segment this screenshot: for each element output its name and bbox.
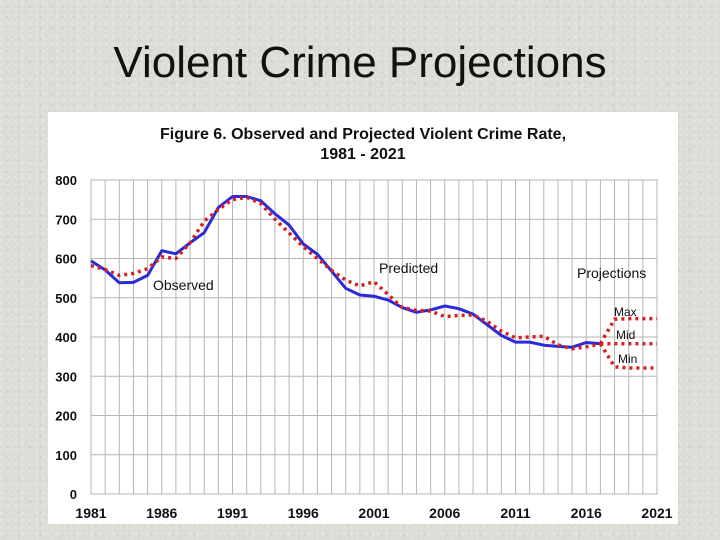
y-tick-label: 200	[55, 409, 77, 424]
series-line-max	[598, 316, 657, 345]
y-tick-label: 700	[55, 212, 77, 227]
y-tick-label: 800	[55, 173, 77, 188]
chart-panel: Figure 6. Observed and Projected Violent…	[48, 112, 678, 524]
series-line-predicted	[90, 195, 601, 351]
y-tick-label: 500	[55, 291, 77, 306]
annotation-mid: Mid	[616, 328, 635, 342]
annotation-projections: Projections	[577, 265, 646, 281]
slide-title: Violent Crime Projections	[113, 38, 607, 87]
crime-rate-chart: Figure 6. Observed and Projected Violent…	[55, 126, 672, 521]
grid	[90, 179, 658, 495]
x-tick-label: 1991	[217, 505, 248, 521]
x-tick-label: 2016	[571, 505, 602, 521]
series-line-observed	[90, 195, 601, 349]
chart-subtitle: 1981 - 2021	[320, 146, 406, 163]
y-tick-label: 0	[70, 487, 77, 502]
annotation-max: Max	[614, 305, 637, 319]
series	[90, 195, 657, 370]
y-tick-label: 600	[55, 252, 77, 267]
annotations: Observed Predicted Projections Max Mid Min	[153, 260, 646, 366]
x-tick-label: 1981	[75, 505, 106, 521]
x-tick-label: 1996	[288, 505, 319, 521]
y-tick-label: 300	[55, 369, 77, 384]
x-tick-label: 1986	[146, 505, 177, 521]
annotation-min: Min	[618, 352, 637, 366]
axes: 0 100 200 300 400 500 600 700 800 1981 1986 1991 199…	[55, 173, 672, 521]
y-tick-label: 400	[55, 330, 77, 345]
x-tick-label: 2011	[500, 505, 531, 521]
x-tick-label: 2006	[429, 505, 460, 521]
x-tick-label: 2021	[641, 505, 672, 521]
chart-title: Figure 6. Observed and Projected Violent…	[160, 126, 566, 143]
x-tick-label: 2001	[358, 505, 389, 521]
annotation-observed: Observed	[153, 277, 214, 293]
y-tick-label: 100	[55, 448, 77, 463]
annotation-predicted: Predicted	[379, 260, 438, 276]
